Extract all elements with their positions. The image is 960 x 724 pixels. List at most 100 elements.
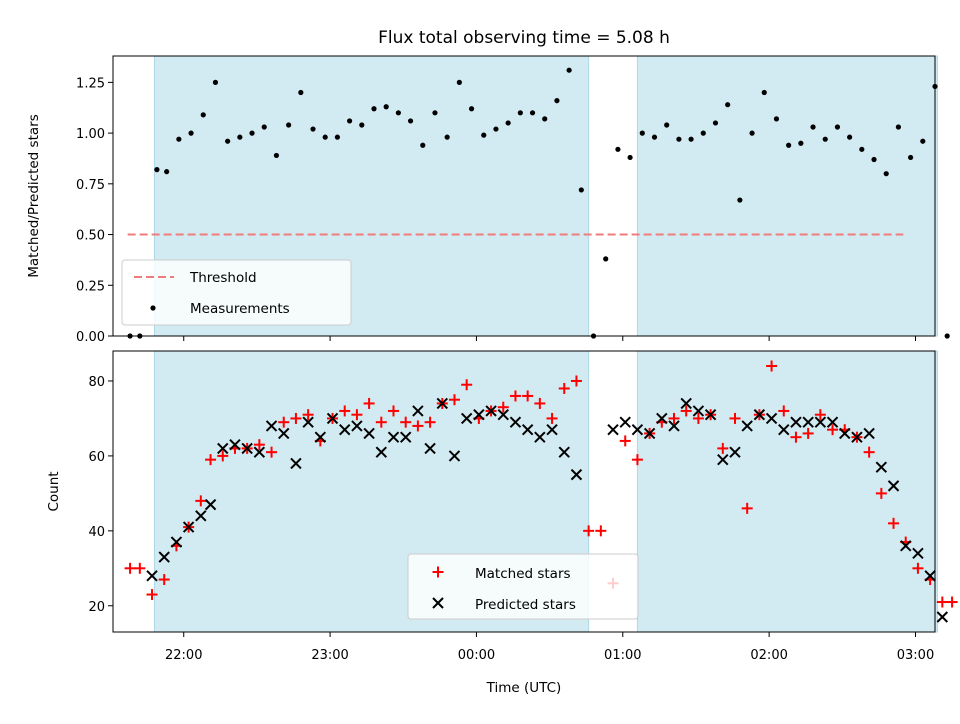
- matched-star-point: [558, 382, 570, 394]
- predicted-star-mark: [863, 427, 875, 440]
- matched-star-point: [692, 412, 704, 424]
- measurement-point: [737, 197, 743, 203]
- predicted-star-mark: [643, 427, 656, 440]
- predicted-star-point: [158, 551, 170, 563]
- predicted-star-mark: [473, 408, 485, 421]
- measurement-point: [542, 116, 548, 122]
- predicted-star-mark: [204, 498, 217, 511]
- y-tick-label: 80: [88, 375, 105, 390]
- y-tick-label: 40: [88, 525, 105, 540]
- y-tick-label: 1.00: [76, 127, 105, 142]
- measurement-point: [712, 120, 719, 126]
- predicted-star-point: [875, 461, 888, 473]
- matched-star-point: [888, 517, 900, 529]
- measurement-point: [944, 333, 950, 339]
- top-panel: 0.00 0.25 0.50 0.75 1.00 1.25 Matched/Predict…: [26, 55, 950, 345]
- bottom-plot-frame: [112, 350, 936, 633]
- x-axis-label: Time (UTC): [486, 680, 562, 696]
- predicted-star-mark: [253, 446, 266, 458]
- predicted-star-mark: [778, 423, 790, 436]
- matched-star-point: [875, 487, 887, 499]
- matched-star-point: [546, 412, 558, 424]
- predicted-star-point: [363, 427, 375, 440]
- predicted-star-point: [326, 412, 339, 425]
- measurement-point: [420, 142, 426, 148]
- top-y-axis-label: Matched/Predicted stars: [26, 114, 42, 277]
- matched-star-point: [534, 397, 546, 409]
- matched-star-point: [522, 390, 534, 402]
- predicted-star-point: [753, 408, 766, 421]
- matched-star-point: [802, 427, 814, 439]
- top-legend: Threshold Measurements: [121, 259, 352, 326]
- predicted-star-mark: [570, 468, 583, 481]
- predicted-star-point: [607, 423, 619, 436]
- matched-star-point: [290, 412, 302, 424]
- predicted-star-point: [170, 536, 183, 548]
- measurement-point: [578, 187, 584, 193]
- matched-star-point: [680, 405, 692, 417]
- matched-star-point: [570, 375, 582, 387]
- measurement-point: [664, 122, 670, 128]
- predicted-star-mark: [900, 540, 912, 552]
- predicted-star-mark: [314, 431, 327, 443]
- measurement-point: [273, 152, 280, 159]
- predicted-star-point: [656, 412, 668, 425]
- x-tick-label: 23:00: [311, 648, 348, 663]
- measurement-point: [481, 132, 487, 138]
- predicted-star-point: [900, 540, 912, 552]
- matched-star-point: [158, 574, 170, 586]
- measurement-point: [154, 167, 160, 173]
- predicted-star-mark: [278, 427, 290, 440]
- predicted-stars-series: [146, 397, 949, 623]
- predicted-star-point: [704, 408, 717, 421]
- predicted-star-point: [229, 438, 241, 451]
- measurement-point: [164, 169, 170, 175]
- matched-stars-series: [124, 360, 958, 608]
- matched-star-point: [766, 360, 778, 372]
- measurement-point: [773, 116, 780, 122]
- predicted-star-point: [619, 416, 631, 428]
- matched-star-point: [253, 439, 265, 451]
- predicted-star-point: [473, 408, 485, 421]
- predicted-star-mark: [851, 431, 863, 443]
- predicted-star-point: [521, 423, 534, 436]
- predicted-star-point: [485, 405, 497, 417]
- matched-star-point: [266, 446, 278, 458]
- measurement-point: [371, 106, 377, 112]
- matched-star-point: [717, 442, 729, 454]
- predicted-star-mark: [375, 446, 388, 458]
- matched-star-point: [351, 409, 363, 421]
- predicted-star-point: [253, 446, 266, 458]
- matched-star-point: [412, 420, 424, 432]
- matched-star-point: [461, 379, 473, 391]
- matched-star-point: [302, 409, 314, 421]
- measurement-point: [603, 256, 609, 262]
- predicted-star-mark: [680, 397, 692, 410]
- matched-star-point: [668, 412, 680, 424]
- measurement-point: [725, 102, 731, 108]
- measurement-point: [298, 89, 304, 96]
- measurement-point: [651, 134, 658, 140]
- predicted-star-mark: [814, 416, 827, 428]
- predicted-star-point: [936, 611, 949, 623]
- predicted-star-point: [851, 431, 863, 443]
- legend-measurements-swatch: [150, 305, 156, 311]
- predicted-star-point: [887, 480, 900, 492]
- predicted-star-point: [680, 397, 692, 410]
- measurement-point: [639, 130, 645, 136]
- predicted-star-point: [448, 450, 461, 462]
- measurement-point: [786, 142, 792, 148]
- predicted-star-mark: [412, 405, 424, 417]
- top-y-axis: 0.00 0.25 0.50 0.75 1.00 1.25: [76, 76, 113, 345]
- predicted-star-mark: [460, 412, 473, 425]
- predicted-star-point: [290, 457, 302, 470]
- matched-star-point: [741, 502, 753, 514]
- y-tick-label: 1.25: [76, 76, 105, 91]
- predicted-star-mark: [656, 412, 668, 425]
- predicted-star-mark: [158, 551, 170, 563]
- matched-star-point: [146, 589, 158, 601]
- predicted-star-point: [534, 431, 546, 443]
- predicted-star-point: [387, 431, 400, 443]
- legend-predicted-swatch: [432, 597, 444, 609]
- x-tick-label: 02:00: [750, 648, 787, 663]
